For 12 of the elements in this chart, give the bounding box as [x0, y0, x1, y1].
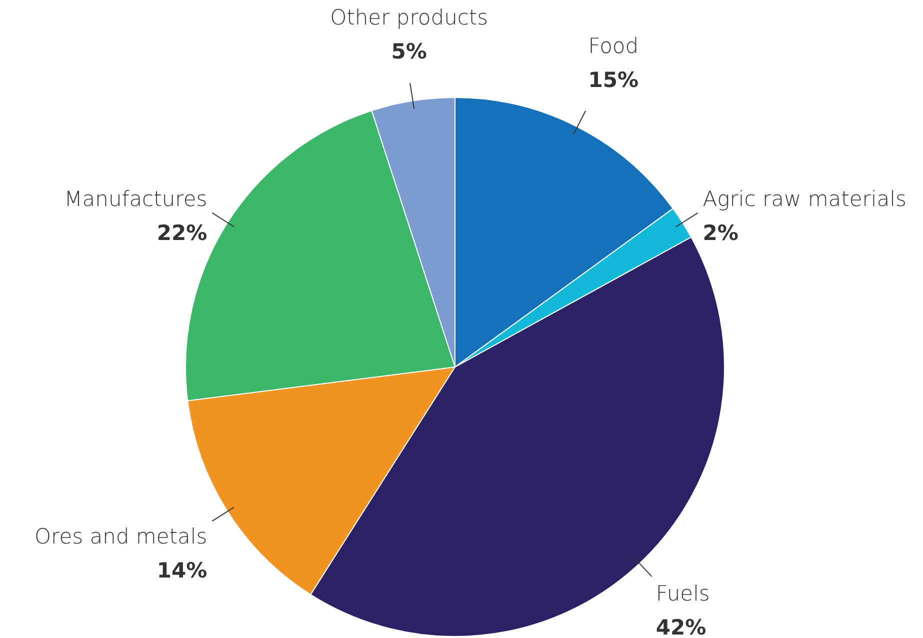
data-label: 5%	[391, 40, 427, 64]
slice-label: Agric raw materials	[702, 187, 906, 212]
slice-label: Ores and metals	[34, 524, 208, 549]
data-label: 42%	[656, 615, 706, 638]
slice-label: Manufactures	[64, 187, 208, 212]
slice-label: Fuels	[656, 581, 710, 606]
slice-label: Food	[588, 34, 639, 58]
data-label: 15%	[588, 68, 639, 92]
data-label: 14%	[156, 558, 208, 583]
data-label: 2%	[702, 221, 738, 246]
data-label: 22%	[156, 221, 208, 246]
slice-label: Other products	[330, 6, 488, 30]
